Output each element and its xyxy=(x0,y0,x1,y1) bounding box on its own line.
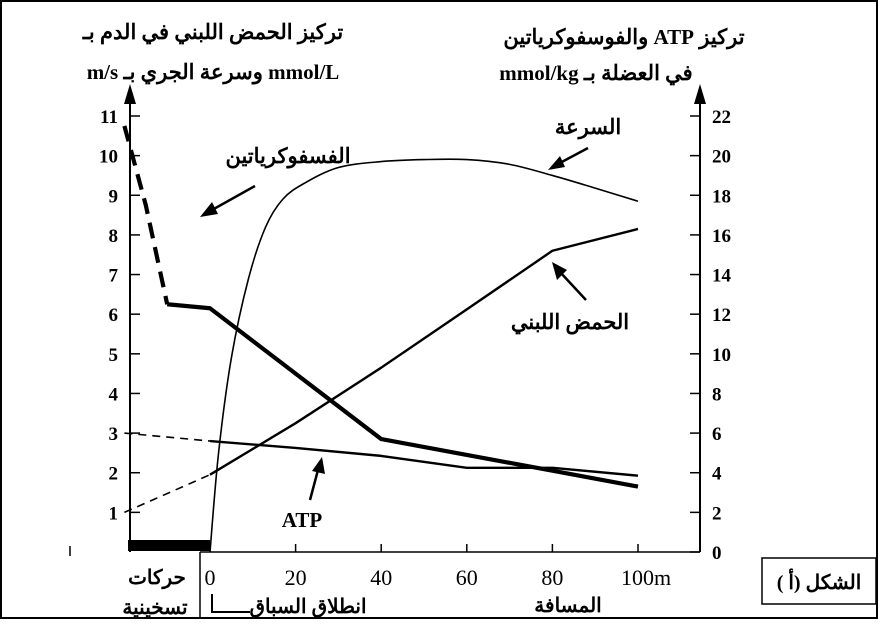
left-tick-label: 9 xyxy=(109,186,119,207)
left-axis-title-line1: تركيز الحمض اللبني في الدم بـ xyxy=(82,20,344,45)
x-pre-label-line2: تسخينية xyxy=(122,597,188,619)
caption-box xyxy=(761,557,877,605)
x-tick-label: 100m xyxy=(621,565,671,590)
label-phosphocreatine: الفسفوكرياتين xyxy=(225,144,350,169)
right-tick-label: 4 xyxy=(712,464,722,485)
x-start-label: انطلاق السباق xyxy=(249,596,366,618)
right-tick-label: 16 xyxy=(712,226,731,247)
left-tick-label: 1 xyxy=(109,503,119,524)
start-bracket xyxy=(211,594,250,613)
right-tick-label: 20 xyxy=(712,147,731,168)
warmup-bar xyxy=(128,540,210,551)
series-line-dashed xyxy=(124,473,211,514)
arrow-phosphocreatine xyxy=(200,184,256,217)
left-tick-label: 2 xyxy=(109,464,119,485)
arrow-lactic xyxy=(552,262,587,301)
series-curve xyxy=(209,158,639,553)
series-line xyxy=(209,439,639,477)
right-axis-title-line2: في العضلة بـ mmol/kg xyxy=(499,61,692,86)
right-tick-label: 6 xyxy=(712,424,722,445)
x-tick-label: 40 xyxy=(370,565,392,590)
series-line xyxy=(209,227,639,476)
series-line-dashed xyxy=(124,432,211,442)
x-axis-label: المسافة xyxy=(534,595,601,617)
x-tick-label: 20 xyxy=(285,565,307,590)
right-tick-labels: 0 2 4 6 8 10 12 14 16 18 20 22 xyxy=(690,107,732,564)
series-line-dashed xyxy=(122,125,170,305)
right-axis-title-line1: تركيز ATP والفوسفوكرياتين xyxy=(503,25,744,50)
label-speed: السرعة xyxy=(555,115,621,140)
left-tick-label: 4 xyxy=(109,384,119,405)
right-tick-label: 0 xyxy=(712,543,722,564)
series-group xyxy=(122,125,639,553)
left-tick-label: 7 xyxy=(109,266,119,287)
arrow-speed xyxy=(548,146,589,170)
left-axis-title-line2: mmol/L وسرعة الجري بـ m/s xyxy=(87,60,340,85)
x-tick-label: 60 xyxy=(456,565,478,590)
right-axis-arrow xyxy=(694,84,706,104)
left-tick-label: 6 xyxy=(109,305,119,326)
right-tick-label: 22 xyxy=(712,107,731,128)
x-pre-label-line1: حركات xyxy=(128,567,186,590)
label-lactic: الحمض اللبني xyxy=(511,310,629,335)
x-tick-labels: 0 20 40 60 80 100m xyxy=(69,544,671,619)
right-tick-label: 10 xyxy=(712,345,731,366)
right-tick-label: 18 xyxy=(712,186,731,207)
right-tick-label: 12 xyxy=(712,305,731,326)
x-tick-label: 80 xyxy=(541,565,563,590)
figure-caption: الشكل (أ ) xyxy=(777,568,862,594)
left-tick-label: 10 xyxy=(99,147,118,168)
left-tick-labels: 1 2 3 4 5 6 7 8 9 10 11 xyxy=(99,107,140,524)
right-tick-label: 14 xyxy=(712,266,732,287)
left-tick-label: 11 xyxy=(100,107,118,128)
series-line xyxy=(167,302,639,489)
label-atp: ATP xyxy=(282,508,323,532)
right-tick-label: 8 xyxy=(712,384,722,405)
axes xyxy=(124,84,706,553)
left-tick-label: 8 xyxy=(109,226,119,247)
x-tick-label: 0 xyxy=(205,565,216,590)
left-axis-arrow xyxy=(124,84,136,104)
left-tick-label: 3 xyxy=(109,424,119,445)
right-tick-label: 2 xyxy=(712,503,722,524)
arrow-atp xyxy=(308,457,325,501)
left-tick-label: 5 xyxy=(109,345,119,366)
